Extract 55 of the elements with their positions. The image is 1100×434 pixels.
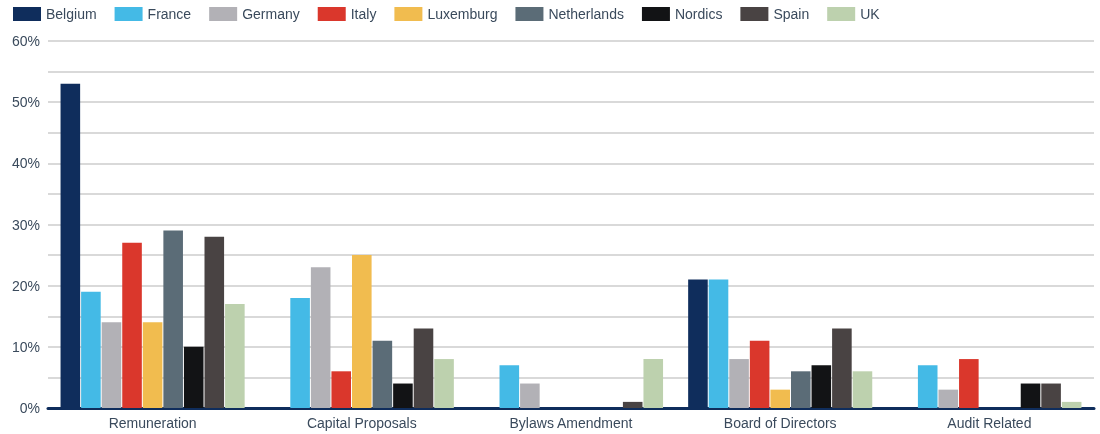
bar — [101, 322, 122, 408]
bar — [749, 340, 770, 408]
bar — [352, 255, 372, 408]
bar — [729, 359, 749, 408]
bar — [938, 389, 959, 408]
x-tick-label: Capital Proposals — [306, 415, 417, 431]
bar — [1041, 383, 1061, 408]
legend-label: UK — [860, 6, 881, 22]
bar — [708, 279, 729, 408]
bar — [811, 365, 832, 408]
bar — [917, 365, 938, 408]
bar — [1061, 401, 1082, 408]
bar — [852, 371, 873, 408]
y-tick-label: 30% — [11, 216, 40, 233]
bar — [393, 383, 413, 408]
bar — [142, 322, 163, 408]
legend-label: France — [147, 6, 192, 22]
bar — [310, 267, 331, 408]
bar — [832, 328, 852, 408]
legend-label: Nordics — [674, 6, 723, 22]
x-tick-label: Audit Related — [947, 415, 1032, 431]
bar — [372, 340, 393, 408]
y-tick-label: 50% — [11, 94, 40, 111]
y-tick-label: 20% — [11, 277, 40, 294]
bar — [183, 346, 204, 408]
x-tick-label: Remuneration — [108, 415, 197, 431]
legend-label: Netherlands — [548, 6, 624, 22]
x-tick-label: Bylaws Amendment — [509, 415, 633, 431]
bar — [434, 359, 454, 408]
legend-label: Spain — [773, 6, 810, 22]
bar — [413, 328, 434, 408]
bar — [122, 242, 142, 408]
bar — [643, 359, 664, 408]
y-tick-label: 10% — [11, 338, 40, 355]
legend-label: Luxemburg — [427, 6, 498, 22]
bar — [225, 304, 245, 408]
bar — [204, 236, 225, 408]
bar — [499, 365, 520, 408]
y-tick-label: 0% — [19, 400, 40, 416]
legend-label: Germany — [242, 6, 300, 22]
legend-label: Italy — [350, 6, 377, 22]
y-tick-label: 60% — [11, 33, 40, 49]
bar — [520, 383, 540, 408]
bar — [163, 230, 183, 408]
legend-label: Belgium — [46, 6, 97, 22]
bar — [790, 371, 811, 408]
bar — [959, 359, 979, 408]
bar — [81, 291, 101, 408]
bar — [622, 401, 643, 408]
bar — [1020, 383, 1041, 408]
bar — [331, 371, 352, 408]
y-tick-label: 40% — [11, 155, 40, 172]
bar — [770, 389, 790, 408]
x-tick-label: Board of Directors — [723, 415, 837, 431]
bar — [290, 297, 310, 408]
